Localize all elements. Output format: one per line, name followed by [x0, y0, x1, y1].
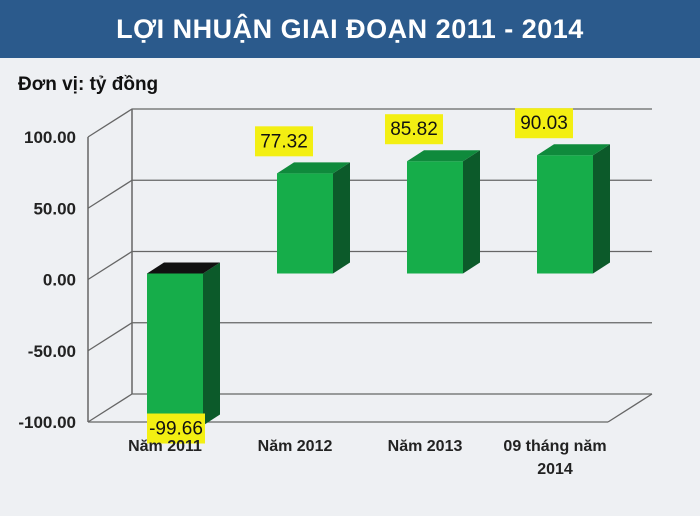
y-tick-label: -50.00 [28, 342, 76, 361]
y-tick-label: 100.00 [24, 128, 76, 147]
data-label-bg [255, 126, 313, 157]
y-tick-label: 50.00 [33, 199, 76, 218]
floor-edge [607, 393, 653, 423]
gridline [87, 108, 652, 138]
bar-front [147, 273, 203, 426]
y-tick-label: 0.00 [43, 271, 76, 290]
bar-top [147, 262, 220, 274]
x-category-label: Năm 2011 [128, 438, 202, 455]
bar-top [537, 144, 610, 156]
gridline [87, 393, 652, 423]
unit-label: Đơn vị: tỷ đồng [18, 74, 159, 95]
bar-front [277, 173, 333, 274]
bar-top [407, 150, 480, 162]
bar-side [463, 150, 480, 274]
data-label-bg [385, 114, 443, 145]
data-label: -99.66 [149, 419, 203, 440]
bar-top [277, 162, 350, 174]
gridline [87, 322, 652, 352]
data-label-bg [147, 413, 205, 444]
x-category-label: Năm 2012 [258, 438, 333, 455]
x-category-label: 2014 [537, 461, 573, 478]
data-label: 90.03 [520, 113, 568, 134]
x-category-label: 09 tháng năm [503, 438, 606, 455]
bar-front [407, 161, 463, 274]
data-label-bg [515, 108, 573, 139]
y-tick-label: -100.00 [18, 413, 76, 432]
bar-side [593, 144, 610, 274]
data-label: 77.32 [260, 131, 308, 152]
bar-side [333, 162, 350, 274]
bar-side [203, 262, 220, 426]
data-label: 85.82 [390, 119, 438, 140]
chart-title: LỢI NHUẬN GIAI ĐOẠN 2011 - 2014 [0, 0, 700, 58]
bar-front [537, 155, 593, 274]
x-category-label: Năm 2013 [388, 438, 463, 455]
